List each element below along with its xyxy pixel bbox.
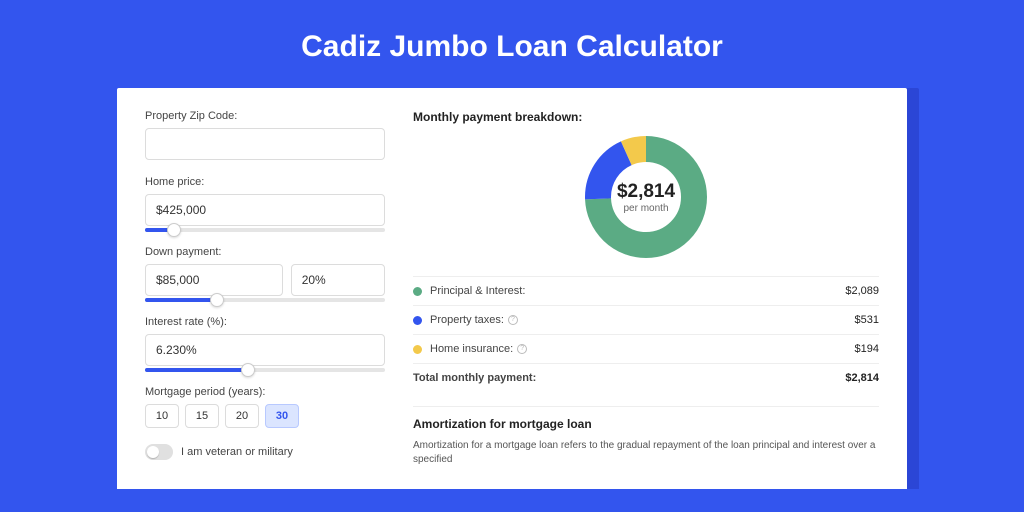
interest-rate-field-group: Interest rate (%):	[145, 316, 385, 372]
total-row: Total monthly payment: $2,814	[413, 363, 879, 392]
row-value: $194	[855, 343, 879, 355]
donut-sub: per month	[623, 203, 668, 214]
down-payment-percent-input[interactable]	[291, 264, 385, 296]
row-value: $531	[855, 314, 879, 326]
home-price-field-group: Home price:	[145, 176, 385, 232]
period-btn-30[interactable]: 30	[265, 404, 299, 428]
period-btn-15[interactable]: 15	[185, 404, 219, 428]
slider-thumb[interactable]	[210, 293, 224, 307]
row-label: Home insurance:?	[430, 343, 855, 355]
slider-thumb[interactable]	[167, 223, 181, 237]
zip-input[interactable]	[145, 128, 385, 160]
total-label: Total monthly payment:	[413, 372, 845, 384]
info-icon[interactable]: ?	[508, 315, 518, 325]
mortgage-period-label: Mortgage period (years):	[145, 386, 385, 398]
zip-field-group: Property Zip Code:	[145, 110, 385, 162]
row-label: Property taxes:?	[430, 314, 855, 326]
veteran-toggle-row: I am veteran or military	[145, 444, 385, 460]
veteran-toggle[interactable]	[145, 444, 173, 460]
mortgage-period-field-group: Mortgage period (years): 10152030	[145, 386, 385, 428]
period-buttons: 10152030	[145, 404, 385, 428]
page-title: Cadiz Jumbo Loan Calculator	[0, 0, 1024, 88]
breakdown-title: Monthly payment breakdown:	[413, 110, 879, 124]
total-value: $2,814	[845, 372, 879, 384]
down-payment-field-group: Down payment:	[145, 246, 385, 302]
calculator-card: Property Zip Code: Home price: Down paym…	[117, 88, 907, 489]
donut-amount: $2,814	[617, 181, 675, 203]
amortization-text: Amortization for a mortgage loan refers …	[413, 439, 879, 467]
slider-thumb[interactable]	[241, 363, 255, 377]
info-icon[interactable]: ?	[517, 344, 527, 354]
interest-rate-label: Interest rate (%):	[145, 316, 385, 328]
legend-dot	[413, 316, 422, 325]
breakdown-row: Principal & Interest:$2,089	[413, 276, 879, 305]
breakdown-row: Property taxes:?$531	[413, 305, 879, 334]
result-column: Monthly payment breakdown: $2,814 per mo…	[413, 110, 879, 467]
amortization-title: Amortization for mortgage loan	[413, 406, 879, 431]
interest-rate-slider[interactable]	[145, 368, 385, 372]
home-price-input[interactable]	[145, 194, 385, 226]
home-price-slider[interactable]	[145, 228, 385, 232]
legend-dot	[413, 345, 422, 354]
donut-center: $2,814 per month	[581, 132, 711, 262]
donut-chart-wrap: $2,814 per month	[413, 132, 879, 262]
zip-label: Property Zip Code:	[145, 110, 385, 122]
interest-rate-input[interactable]	[145, 334, 385, 366]
home-price-label: Home price:	[145, 176, 385, 188]
period-btn-20[interactable]: 20	[225, 404, 259, 428]
down-payment-amount-input[interactable]	[145, 264, 283, 296]
donut-chart: $2,814 per month	[581, 132, 711, 262]
breakdown-row: Home insurance:?$194	[413, 334, 879, 363]
period-btn-10[interactable]: 10	[145, 404, 179, 428]
veteran-label: I am veteran or military	[181, 446, 293, 458]
down-payment-slider[interactable]	[145, 298, 385, 302]
row-label: Principal & Interest:	[430, 285, 845, 297]
form-column: Property Zip Code: Home price: Down paym…	[145, 110, 385, 467]
row-value: $2,089	[845, 285, 879, 297]
down-payment-label: Down payment:	[145, 246, 385, 258]
legend-dot	[413, 287, 422, 296]
toggle-knob	[147, 446, 159, 458]
